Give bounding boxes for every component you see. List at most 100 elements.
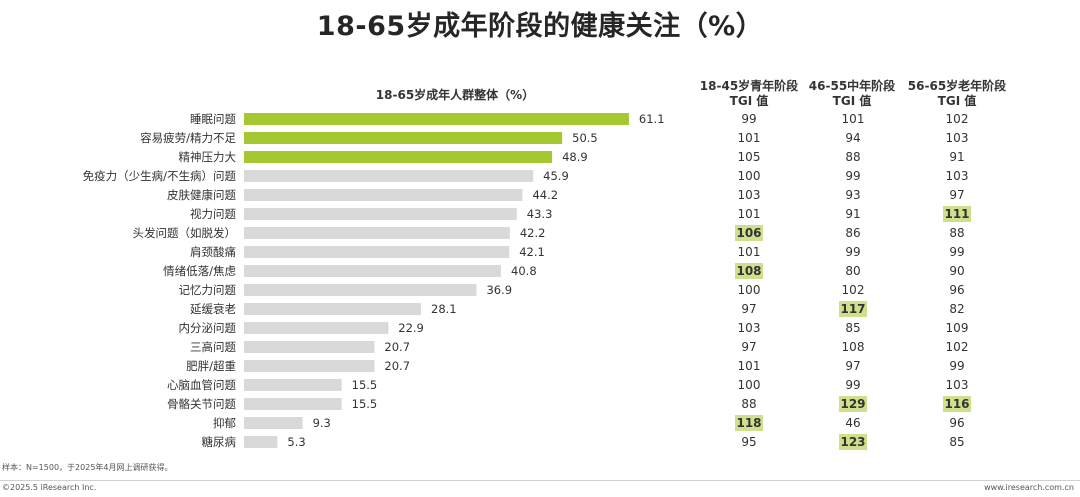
tgi-cell-value: 129	[840, 397, 865, 411]
category-label: 视力问题	[190, 207, 236, 221]
bar	[244, 265, 502, 277]
category-label: 肩颈酸痛	[190, 245, 236, 259]
bar-value-label: 22.9	[398, 321, 424, 335]
tgi-cell-value: 101	[738, 131, 761, 145]
bar-value-label: 43.3	[527, 207, 553, 221]
tgi-header-youth-line1: 18-45岁青年阶段	[699, 79, 799, 93]
bar	[244, 132, 563, 144]
tgi-cell-value: 101	[738, 207, 761, 221]
category-label: 记忆力问题	[179, 283, 237, 297]
bar-value-label: 42.2	[520, 226, 546, 240]
bar	[244, 341, 375, 353]
tgi-cell-value: 99	[845, 169, 860, 183]
category-label: 心脑血管问题	[167, 378, 236, 392]
bar	[244, 227, 510, 239]
tgi-cell-value: 96	[949, 416, 964, 430]
category-label: 内分泌问题	[179, 321, 237, 335]
bar-value-label: 36.9	[486, 283, 512, 297]
category-label: 延缓衰老	[190, 302, 236, 316]
tgi-cell-value: 111	[944, 207, 969, 221]
category-label: 免疫力（少生病/不生病）问题	[83, 169, 237, 183]
category-label: 皮肤健康问题	[167, 188, 236, 202]
category-label: 肥胖/超重	[186, 359, 236, 373]
footer-divider	[0, 480, 1080, 481]
bar	[244, 303, 422, 315]
bar-value-label: 50.5	[572, 131, 598, 145]
chart-title: 18-65岁成年人群整体（%）	[375, 88, 535, 102]
website: www.iresearch.com.cn	[984, 483, 1074, 492]
tgi-column-header-middle: 46-55中年阶段 TGI 值	[797, 79, 907, 109]
bar	[244, 417, 303, 429]
tgi-cell-value: 99	[949, 245, 964, 259]
tgi-cell-value: 86	[845, 226, 860, 240]
tgi-cell-value: 91	[845, 207, 860, 221]
bar-value-label: 15.5	[352, 378, 378, 392]
bar-value-label: 5.3	[287, 435, 305, 449]
tgi-cell-value: 103	[946, 378, 969, 392]
tgi-cell-value: 100	[738, 283, 761, 297]
tgi-header-senior-line1: 56-65岁老年阶段	[907, 79, 1007, 93]
tgi-highlight-box	[839, 434, 867, 450]
tgi-cell-value: 106	[736, 226, 761, 240]
tgi-cell-value: 97	[949, 188, 964, 202]
tgi-cell-value: 108	[842, 340, 865, 354]
bar	[244, 398, 342, 410]
bar-value-label: 15.5	[352, 397, 378, 411]
bar-value-label: 20.7	[384, 340, 410, 354]
tgi-cell-value: 88	[845, 150, 860, 164]
tgi-cell-value: 82	[949, 302, 964, 316]
tgi-cell-value: 103	[946, 131, 969, 145]
tgi-cell-value: 102	[842, 283, 865, 297]
tgi-cell-value: 99	[845, 245, 860, 259]
tgi-cell-value: 108	[736, 264, 761, 278]
tgi-highlight-box	[735, 263, 763, 279]
bar	[244, 360, 375, 372]
bar-value-label: 9.3	[313, 416, 331, 430]
tgi-cell-value: 94	[845, 131, 860, 145]
bar	[244, 379, 342, 391]
bar	[244, 436, 278, 448]
bar	[244, 284, 477, 296]
page-title: 18-65岁成年阶段的健康关注（%）	[316, 11, 764, 42]
tgi-column-header-youth: 18-45岁青年阶段 TGI 值	[694, 79, 804, 109]
tgi-cell-value: 102	[946, 112, 969, 126]
tgi-highlight-box	[839, 301, 867, 317]
bar	[244, 189, 523, 201]
tgi-highlight-box	[735, 225, 763, 241]
tgi-cell-value: 100	[738, 169, 761, 183]
tgi-cell-value: 97	[845, 359, 860, 373]
bar-value-label: 61.1	[639, 112, 665, 126]
category-label: 精神压力大	[179, 150, 237, 164]
tgi-cell-value: 46	[845, 416, 860, 430]
tgi-cell-value: 101	[842, 112, 865, 126]
tgi-cell-value: 97	[741, 340, 756, 354]
bar	[244, 208, 517, 220]
category-label: 情绪低落/焦虑	[163, 264, 236, 278]
tgi-highlight-box	[943, 206, 971, 222]
tgi-cell-value: 103	[738, 321, 761, 335]
bar	[244, 170, 534, 182]
tgi-cell-value: 93	[845, 188, 860, 202]
bar	[244, 322, 389, 334]
category-label: 睡眠问题	[190, 112, 236, 126]
tgi-cell-value: 91	[949, 150, 964, 164]
tgi-cell-value: 101	[738, 245, 761, 259]
tgi-cell-value: 102	[946, 340, 969, 354]
tgi-cell-value: 109	[946, 321, 969, 335]
tgi-highlight-box	[735, 415, 763, 431]
tgi-cell-value: 100	[738, 378, 761, 392]
tgi-cell-value: 85	[949, 435, 964, 449]
tgi-cell-value: 90	[949, 264, 964, 278]
tgi-cell-value: 118	[736, 416, 761, 430]
copyright: ©2025.5 iResearch Inc.	[2, 483, 97, 492]
bar-value-label: 20.7	[384, 359, 410, 373]
bar-value-label: 42.1	[519, 245, 545, 259]
tgi-highlight-box	[943, 396, 971, 412]
bar-value-label: 40.8	[511, 264, 537, 278]
tgi-cell-value: 103	[946, 169, 969, 183]
category-label: 头发问题（如脱发）	[133, 226, 237, 240]
tgi-column-header-senior: 56-65岁老年阶段 TGI 值	[902, 79, 1012, 109]
tgi-cell-value: 117	[840, 302, 865, 316]
tgi-cell-value: 101	[738, 359, 761, 373]
